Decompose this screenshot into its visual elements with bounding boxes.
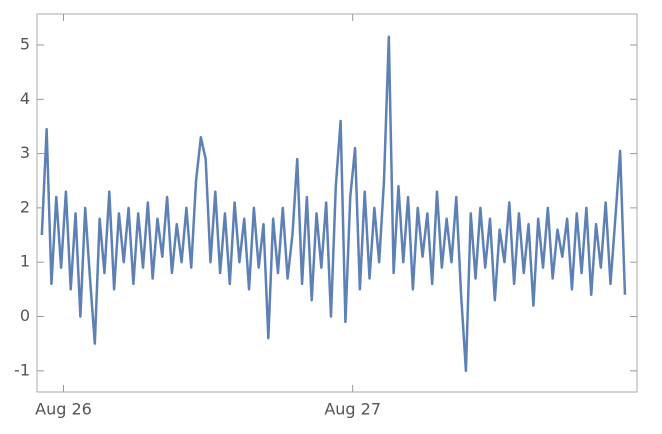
y-tick-label: 3 xyxy=(20,143,30,162)
y-tick-label: 0 xyxy=(20,306,30,325)
plot-frame xyxy=(36,13,638,393)
data-line xyxy=(40,35,627,373)
y-tick-label: 2 xyxy=(20,197,30,216)
y-tick-label: 1 xyxy=(20,252,30,271)
x-tick-label: Aug 26 xyxy=(35,400,92,419)
y-tick-label: 4 xyxy=(20,89,30,108)
y-tick-label: 5 xyxy=(20,34,30,53)
x-tick-label: Aug 27 xyxy=(324,400,381,419)
y-tick-label: -1 xyxy=(14,360,30,379)
